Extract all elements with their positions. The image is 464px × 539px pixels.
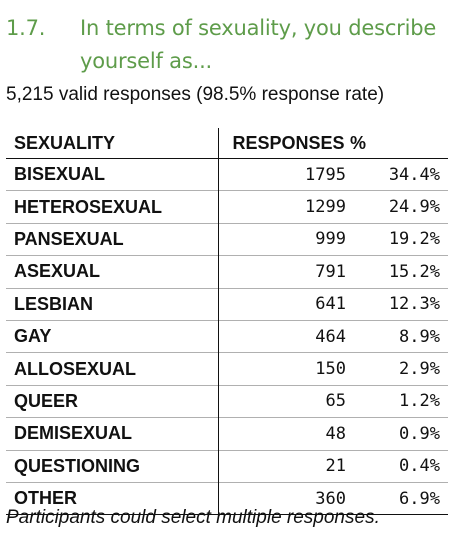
table-row: LESBIAN 641 12.3% bbox=[6, 287, 448, 321]
table-row: DEMISEXUAL 48 0.9% bbox=[6, 417, 448, 451]
row-category: DEMISEXUAL bbox=[6, 417, 218, 451]
row-category: LESBIAN bbox=[6, 287, 218, 321]
row-percent: 0.4% bbox=[350, 449, 448, 483]
table-row: PANSEXUAL 999 19.2% bbox=[6, 222, 448, 256]
row-responses: 1299 bbox=[217, 190, 350, 224]
row-responses: 48 bbox=[217, 417, 350, 451]
row-percent: 15.2% bbox=[350, 255, 448, 289]
row-responses: 21 bbox=[217, 449, 350, 483]
sexuality-table-container: SEXUALITY RESPONSES % BISEXUAL 1795 34.4… bbox=[6, 128, 448, 516]
table-row: ASEXUAL 791 15.2% bbox=[6, 255, 448, 289]
sexuality-table: SEXUALITY RESPONSES % BISEXUAL 1795 34.4… bbox=[6, 128, 448, 516]
table-row: OTHER 360 6.9% bbox=[6, 481, 448, 516]
row-percent: 8.9% bbox=[350, 319, 448, 353]
row-percent: 34.4% bbox=[388, 164, 440, 185]
table-row: HETEROSEXUAL 1299 24.9% bbox=[6, 190, 448, 224]
row-category: QUEER bbox=[6, 384, 218, 418]
row-category: BISEXUAL bbox=[14, 164, 106, 185]
row-percent: 0.9% bbox=[350, 417, 448, 451]
row-category: PANSEXUAL bbox=[6, 222, 218, 256]
row-responses: 360 bbox=[217, 481, 350, 516]
row-percent: 19.2% bbox=[350, 222, 448, 256]
column-header-sexuality: SEXUALITY bbox=[6, 128, 218, 159]
row-category: ASEXUAL bbox=[6, 255, 218, 289]
row-category: OTHER bbox=[6, 481, 218, 516]
row-responses: 65 bbox=[217, 384, 350, 418]
row-percent: 12.3% bbox=[350, 287, 448, 321]
table-row: ALLOSEXUAL 150 2.9% bbox=[6, 352, 448, 386]
table-row: QUEER 65 1.2% bbox=[6, 384, 448, 418]
row-percent: 24.9% bbox=[350, 190, 448, 224]
section-number: 1.7. bbox=[6, 16, 46, 40]
table-footnote: Participants could select multiple respo… bbox=[6, 507, 380, 528]
table-row: BISEXUAL 1795 34.4% bbox=[6, 158, 448, 191]
response-summary: 5,215 valid responses (98.5% response ra… bbox=[6, 84, 385, 105]
table-header-row: SEXUALITY RESPONSES % bbox=[6, 128, 448, 159]
row-responses: 999 bbox=[217, 222, 350, 256]
column-header-responses: RESPONSES bbox=[217, 128, 350, 159]
row-percent: 6.9% bbox=[350, 481, 448, 516]
row-responses: 464 bbox=[217, 319, 350, 353]
row-percent: 2.9% bbox=[350, 352, 448, 386]
table-row: QUESTIONING 21 0.4% bbox=[6, 449, 448, 483]
row-category: GAY bbox=[6, 319, 218, 353]
row-category: QUESTIONING bbox=[6, 449, 218, 483]
row-responses: 791 bbox=[217, 255, 350, 289]
row-category: HETEROSEXUAL bbox=[6, 190, 218, 224]
row-responses: 150 bbox=[217, 352, 350, 386]
row-percent: 1.2% bbox=[350, 384, 448, 418]
row-responses: 1795 bbox=[217, 158, 350, 191]
row-category: ALLOSEXUAL bbox=[6, 352, 218, 386]
row-responses: 641 bbox=[217, 287, 350, 321]
column-header-percent: % bbox=[350, 128, 448, 159]
section-title: In terms of sexuality, you describe your… bbox=[80, 16, 437, 73]
table-row: GAY 464 8.9% bbox=[6, 319, 448, 353]
